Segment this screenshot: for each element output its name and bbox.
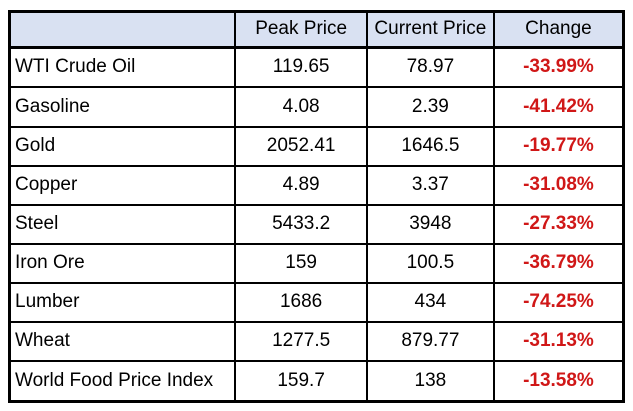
change-value: -74.25%	[492, 282, 625, 324]
table-row: Copper 4.89 3.37 -31.08%	[8, 164, 625, 206]
change-value: -27.33%	[492, 203, 625, 246]
change-value: -19.77%	[492, 125, 625, 167]
change-value: -13.58%	[492, 360, 625, 403]
current-price-value: 2.39	[365, 86, 495, 128]
table-row: WTI Crude Oil 119.65 78.97 -33.99%	[8, 46, 625, 89]
peak-price-value: 4.08	[234, 86, 368, 128]
change-value: -36.79%	[492, 243, 625, 285]
header-row: Peak Price Current Price Change	[8, 10, 625, 49]
current-price-value: 3948	[365, 203, 495, 246]
change-value: -31.13%	[492, 321, 625, 363]
table-row: World Food Price Index 159.7 138 -13.58%	[8, 360, 625, 403]
current-price-value: 100.5	[365, 243, 495, 285]
table-row: Wheat 1277.5 879.77 -31.13%	[8, 321, 625, 363]
row-label: World Food Price Index	[8, 360, 237, 403]
current-price-value: 1646.5	[365, 125, 495, 167]
row-label: Lumber	[8, 282, 237, 324]
current-price-value: 3.37	[365, 164, 495, 206]
row-label: Gold	[8, 125, 237, 167]
table-row: Steel 5433.2 3948 -27.33%	[8, 203, 625, 246]
row-label: Wheat	[8, 321, 237, 363]
peak-price-value: 4.89	[234, 164, 368, 206]
table-row: Gasoline 4.08 2.39 -41.42%	[8, 86, 625, 128]
row-label: Copper	[8, 164, 237, 206]
peak-price-value: 5433.2	[234, 203, 368, 246]
peak-price-value: 119.65	[234, 46, 368, 89]
header-peak-price: Peak Price	[234, 10, 368, 49]
peak-price-value: 1686	[234, 282, 368, 324]
header-blank	[8, 10, 237, 49]
current-price-value: 138	[365, 360, 495, 403]
change-value: -33.99%	[492, 46, 625, 89]
current-price-value: 434	[365, 282, 495, 324]
change-value: -31.08%	[492, 164, 625, 206]
peak-price-value: 2052.41	[234, 125, 368, 167]
peak-price-value: 1277.5	[234, 321, 368, 363]
row-label: WTI Crude Oil	[8, 46, 237, 89]
header-change: Change	[492, 10, 625, 49]
current-price-value: 879.77	[365, 321, 495, 363]
table-row: Gold 2052.41 1646.5 -19.77%	[8, 125, 625, 167]
peak-price-value: 159	[234, 243, 368, 285]
table-body: WTI Crude Oil 119.65 78.97 -33.99% Gasoline 4…	[8, 46, 625, 403]
change-value: -41.42%	[492, 86, 625, 128]
current-price-value: 78.97	[365, 46, 495, 89]
row-label: Steel	[8, 203, 237, 246]
header-current-price: Current Price	[365, 10, 495, 49]
peak-price-value: 159.7	[234, 360, 368, 403]
table-row: Iron Ore 159 100.5 -36.79%	[8, 243, 625, 285]
row-label: Iron Ore	[8, 243, 237, 285]
commodity-price-table: Peak Price Current Price Change WTI Crud…	[8, 10, 625, 403]
row-label: Gasoline	[8, 86, 237, 128]
table-row: Lumber 1686 434 -74.25%	[8, 282, 625, 324]
